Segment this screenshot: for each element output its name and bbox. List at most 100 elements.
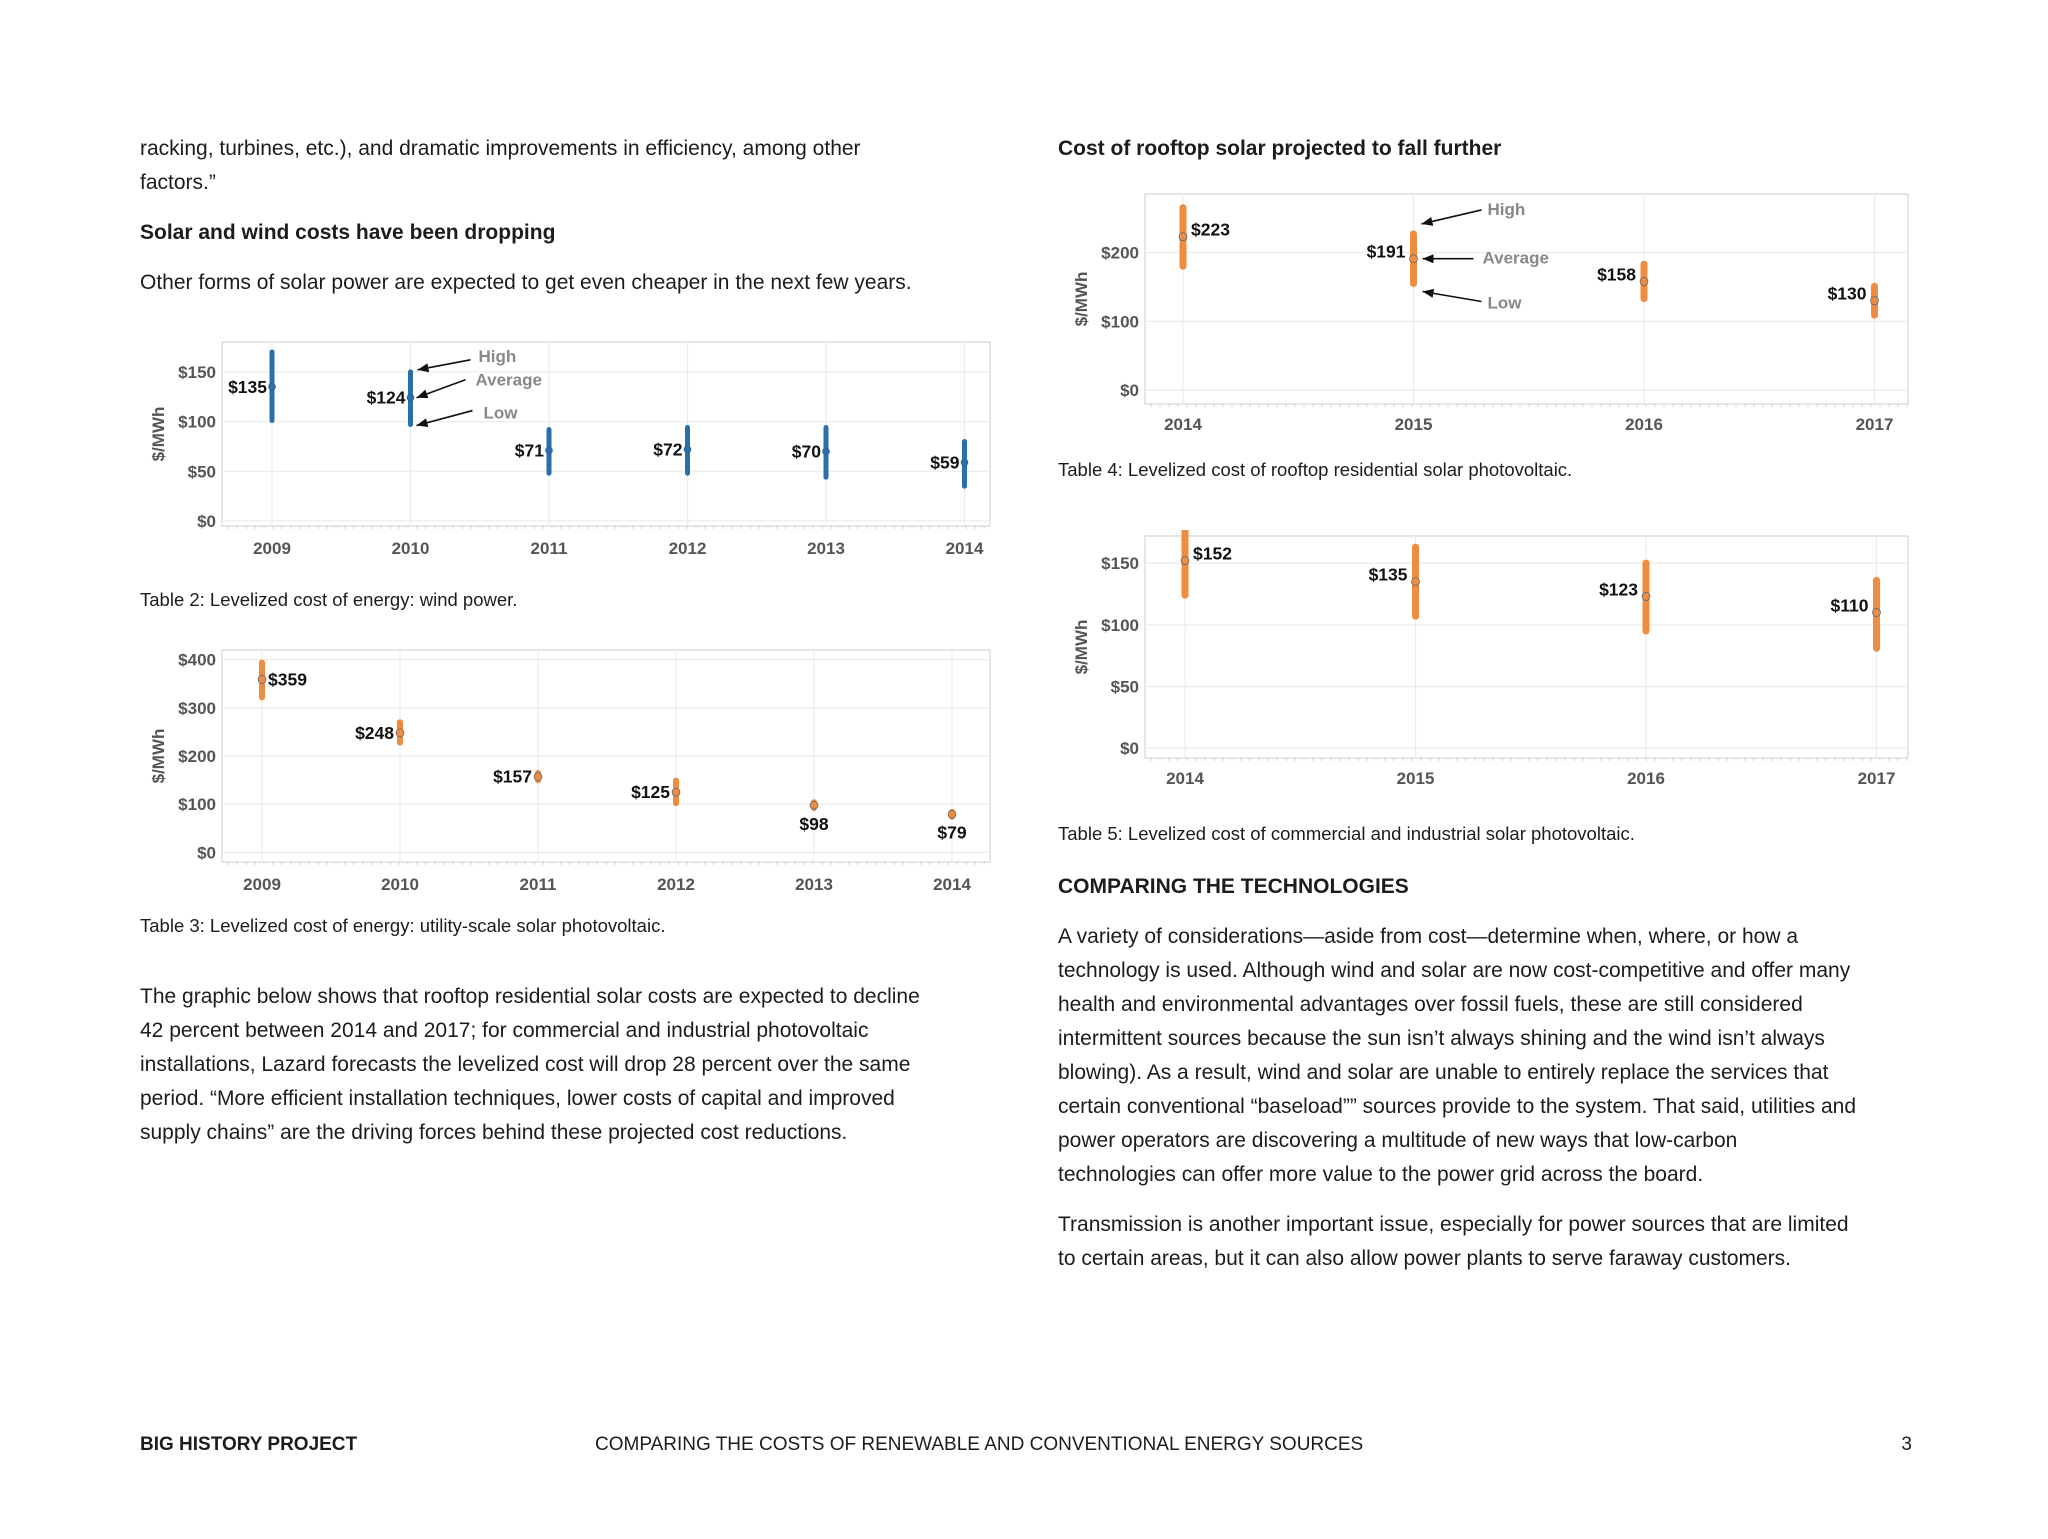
average-dot bbox=[1411, 577, 1420, 586]
paragraph-line: A variety of considerations—aside from c… bbox=[1058, 925, 1799, 948]
average-dot bbox=[947, 810, 957, 819]
x-tick-label: 2014 bbox=[1166, 769, 1204, 788]
heading-solar-wind: Solar and wind costs have been dropping bbox=[140, 221, 556, 244]
x-tick-label: 2012 bbox=[657, 875, 695, 894]
x-tick-label: 2011 bbox=[520, 875, 557, 894]
y-tick-label: $50 bbox=[1111, 677, 1139, 696]
rooftop-chart: $0 $100 $200 2014 2015 2016 2017 $/MWh $223 $191 $… bbox=[1058, 186, 1918, 446]
y-tick-label: $0 bbox=[1120, 739, 1139, 758]
paragraph-line: power operators are discovering a multit… bbox=[1058, 1129, 1738, 1152]
data-label: $191 bbox=[1367, 242, 1406, 262]
paragraph-line: supply chains” are the driving forces be… bbox=[140, 1121, 848, 1144]
average-dot bbox=[1180, 556, 1190, 565]
average-dot bbox=[395, 728, 405, 738]
caption-table-3: Table 3: Levelized cost of energy: utili… bbox=[140, 915, 666, 936]
y-tick-label: $200 bbox=[1101, 244, 1139, 263]
data-label: $79 bbox=[937, 823, 966, 843]
x-tick-label: 2010 bbox=[381, 875, 419, 894]
average-dot bbox=[545, 446, 553, 455]
y-axis-label: $/MWh bbox=[149, 407, 168, 462]
utility-solar-chart: $0 $100 $200 $300 $400 2009 2010 2011 2012 2013 20… bbox=[140, 642, 991, 902]
y-tick-label: $100 bbox=[178, 413, 216, 432]
annotation-arrow-head bbox=[417, 363, 430, 373]
x-tick-label: 2014 bbox=[1164, 415, 1202, 434]
paragraph-rooftop-decline: The graphic below shows that rooftop res… bbox=[140, 980, 990, 1150]
annotation-high: High bbox=[1488, 200, 1526, 219]
x-tick-label: 2016 bbox=[1625, 415, 1663, 434]
paragraph-line: installations, Lazard forecasts the leve… bbox=[140, 1053, 911, 1076]
left-column: racking, turbines, etc.), and dramatic i… bbox=[140, 132, 991, 1150]
data-label: $130 bbox=[1828, 284, 1867, 304]
y-tick-label: $200 bbox=[178, 747, 216, 766]
plot-area bbox=[221, 341, 991, 527]
y-tick-label: $100 bbox=[178, 795, 216, 814]
average-dot bbox=[1409, 254, 1418, 264]
data-label: $158 bbox=[1597, 264, 1636, 284]
data-label: $359 bbox=[268, 669, 307, 689]
x-tick-label: 2015 bbox=[1395, 415, 1433, 434]
commercial-chart-svg: $0 $50 $100 $150 2014 2015 2016 2017 $/MWh $152 $1… bbox=[1072, 530, 1909, 788]
average-dot bbox=[1639, 277, 1649, 286]
x-tick-label: 2009 bbox=[243, 875, 281, 894]
paragraph-line: certain conventional “baseload”” sources… bbox=[1058, 1095, 1857, 1118]
data-label: $152 bbox=[1193, 544, 1232, 564]
paragraph-line: technology is used. Although wind and so… bbox=[1058, 959, 1851, 982]
annotation-arrow-head bbox=[1421, 217, 1434, 226]
average-dot bbox=[533, 772, 543, 782]
paragraph-comparing: A variety of considerations—aside from c… bbox=[1058, 920, 1918, 1192]
heading-rooftop: Cost of rooftop solar projected to fall … bbox=[1058, 137, 1502, 160]
y-tick-label: $400 bbox=[178, 651, 216, 670]
x-tick-label: 2011 bbox=[531, 539, 568, 558]
y-tick-label: $150 bbox=[1101, 554, 1139, 573]
paragraph-transmission: Transmission is another important issue,… bbox=[1058, 1208, 1918, 1276]
page-footer: BIG HISTORY PROJECT COMPARING THE COSTS … bbox=[140, 1434, 1912, 1464]
footer-title: COMPARING THE COSTS OF RENEWABLE AND CON… bbox=[595, 1434, 1364, 1455]
paragraph-line: health and environmental advantages over… bbox=[1058, 993, 1803, 1016]
annotation-arrow-head bbox=[416, 418, 429, 428]
commercial-chart: $0 $50 $100 $150 2014 2015 2016 2017 $/MWh $152 $1… bbox=[1058, 530, 1918, 800]
y-tick-label: $0 bbox=[1120, 381, 1139, 400]
average-dot bbox=[1872, 608, 1881, 617]
annotation-low: Low bbox=[1488, 294, 1523, 313]
caption-table-5: Table 5: Levelized cost of commercial an… bbox=[1058, 823, 1635, 844]
annotation-average: Average bbox=[476, 371, 542, 390]
paragraph-line: The graphic below shows that rooftop res… bbox=[140, 985, 920, 1008]
average-dot bbox=[257, 675, 267, 684]
plot-area bbox=[1144, 535, 1909, 759]
y-tick-label: $50 bbox=[188, 462, 216, 481]
wind-chart-svg: $0 $50 $100 $150 2009 2010 2011 2012 2013 2014 $/M… bbox=[149, 341, 991, 558]
data-label: $71 bbox=[515, 440, 544, 460]
heading-comparing: COMPARING THE TECHNOLOGIES bbox=[1058, 875, 1409, 898]
y-tick-label: $0 bbox=[197, 512, 216, 531]
annotation-low: Low bbox=[484, 404, 519, 423]
data-label: $135 bbox=[1369, 565, 1408, 585]
average-dot bbox=[268, 382, 276, 391]
page-number: 3 bbox=[1901, 1434, 1912, 1455]
annotation-arrow-head bbox=[416, 389, 429, 399]
data-label: $72 bbox=[653, 439, 682, 459]
data-label: $110 bbox=[1831, 595, 1869, 615]
y-axis-label: $/MWh bbox=[149, 729, 168, 784]
data-label: $70 bbox=[792, 441, 821, 461]
data-label: $98 bbox=[799, 814, 828, 834]
annotation-high: High bbox=[479, 347, 517, 366]
average-dot bbox=[683, 445, 692, 454]
average-dot bbox=[1178, 232, 1188, 241]
average-dot bbox=[406, 393, 415, 402]
annotation-arrow-head bbox=[1422, 288, 1435, 298]
paragraph-line: 42 percent between 2014 and 2017; for co… bbox=[140, 1019, 869, 1042]
data-label: $59 bbox=[930, 452, 959, 472]
x-tick-label: 2017 bbox=[1858, 769, 1896, 788]
x-tick-label: 2015 bbox=[1397, 769, 1435, 788]
x-tick-label: 2017 bbox=[1856, 415, 1894, 434]
y-tick-label: $100 bbox=[1101, 616, 1139, 635]
x-tick-label: 2012 bbox=[669, 539, 707, 558]
x-tick-label: 2010 bbox=[392, 539, 430, 558]
data-label: $248 bbox=[355, 723, 394, 743]
wind-chart: $0 $50 $100 $150 2009 2010 2011 2012 2013 2014 $/M… bbox=[140, 328, 991, 568]
y-tick-label: $0 bbox=[197, 843, 216, 862]
average-dot bbox=[671, 787, 681, 797]
paragraph-line: technologies can offer more value to the… bbox=[1058, 1163, 1704, 1186]
y-tick-label: $100 bbox=[1101, 312, 1139, 331]
paragraph-line: Transmission is another important issue,… bbox=[1058, 1213, 1849, 1236]
